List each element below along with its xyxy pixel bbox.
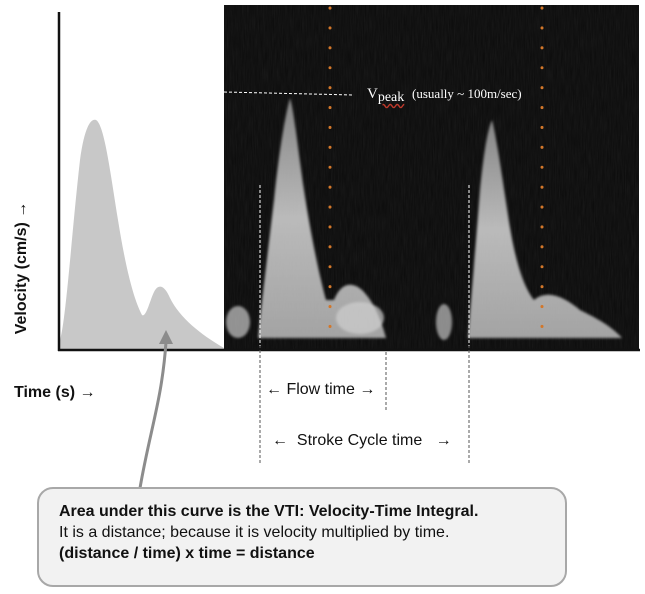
doppler-blob-2 <box>436 304 452 340</box>
vpeak-symbol: V <box>367 86 378 102</box>
doppler-peak-1 <box>258 98 386 338</box>
stroke-cycle-label: ← Stroke Cycle time → <box>272 432 452 450</box>
right-arrow-icon: → <box>13 201 30 218</box>
x-axis-label: Time (s) → <box>14 384 96 402</box>
left-arrow-icon: ← <box>266 381 282 398</box>
vti-callout-box: Area under this curve is the VTI: Veloci… <box>37 487 567 587</box>
vpeak-reference-line <box>223 91 355 96</box>
vti-curve-area <box>60 119 224 350</box>
flow-time-text: Flow time <box>286 381 355 398</box>
doppler-envelopes <box>226 98 622 340</box>
y-axis-label-text: Velocity (cm/s) <box>13 222 30 335</box>
doppler-spectrum <box>224 5 639 349</box>
right-arrow-icon: → <box>359 381 376 398</box>
left-arrow-icon: ← <box>272 432 288 449</box>
callout-line-2: It is a distance; because it is velocity… <box>59 524 450 541</box>
doppler-blob-1 <box>226 306 250 338</box>
callout-connector <box>138 341 168 489</box>
callout-arrowhead <box>159 330 173 344</box>
vpeak-note: (usually ~ 100m/sec) <box>412 86 522 101</box>
flow-time-label: ← Flow time → <box>266 381 375 399</box>
right-arrow-icon: → <box>79 384 96 401</box>
vpeak-subscript: peak <box>377 90 405 105</box>
doppler-peak-2 <box>468 120 622 338</box>
doppler-blob-3 <box>336 302 384 334</box>
right-arrow-icon: → <box>435 432 452 449</box>
callout-line-3: (distance / time) x time = distance <box>59 545 315 562</box>
callout-line-1: Area under this curve is the VTI: Veloci… <box>59 503 479 520</box>
y-axis-label: Velocity (cm/s) → <box>13 202 31 335</box>
vpeak-annotation: Vpeak (usually ~ 100m/sec) <box>367 86 522 105</box>
stroke-cycle-text: Stroke Cycle time <box>296 432 423 449</box>
x-axis-label-text: Time (s) <box>14 384 76 401</box>
